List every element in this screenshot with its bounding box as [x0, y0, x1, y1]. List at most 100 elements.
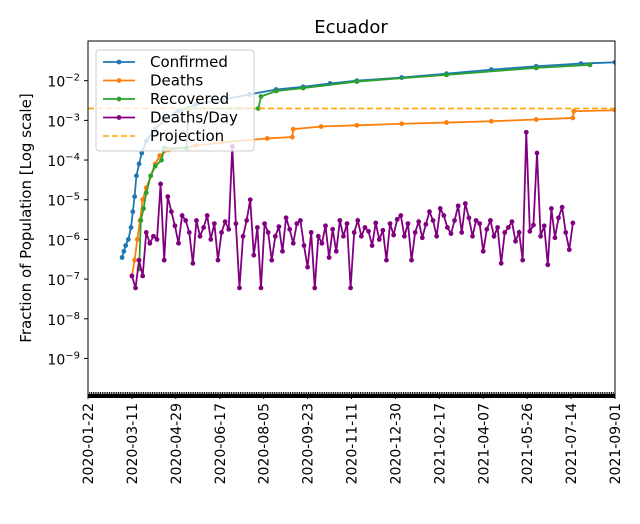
series-deaths-day-point	[211, 221, 217, 227]
y-tick-label: 10−5	[47, 192, 80, 210]
series-deaths-day-point	[154, 237, 160, 242]
series-deaths-day-point	[305, 264, 310, 270]
series-deaths-day-point	[545, 262, 551, 268]
series-deaths-day-point	[427, 209, 432, 215]
y-tick-label: 10−2	[47, 73, 80, 91]
series-recovered-point	[138, 218, 144, 223]
series-recovered-point	[587, 62, 593, 68]
series-deaths-day-point	[452, 218, 457, 223]
series-deaths-day-point	[276, 224, 282, 230]
series-deaths-day-point	[369, 243, 375, 248]
series-deaths-day-point	[373, 220, 379, 226]
series-deaths-day-point	[136, 257, 142, 263]
series-deaths-day-point	[129, 273, 135, 279]
series-confirmed-point	[121, 248, 127, 254]
legend-deaths-marker	[116, 78, 122, 83]
series-deaths-day-point	[215, 257, 221, 263]
series-recovered-point	[300, 85, 306, 91]
series-deaths-day-point	[222, 219, 228, 225]
series-deaths-day-point	[434, 233, 440, 239]
series-deaths-day-point	[298, 218, 303, 223]
series-deaths-day-point	[251, 252, 257, 258]
series-recovered-point	[273, 88, 279, 94]
series-deaths-day-point	[527, 228, 533, 234]
series-deaths-day-point	[419, 235, 425, 241]
series-confirmed-point	[119, 255, 125, 260]
legend-deaths-day-label: Deaths/Day	[150, 109, 238, 127]
series-deaths-point	[157, 153, 163, 158]
y-tick-label: 10−3	[47, 112, 80, 130]
series-deaths-day-point	[237, 285, 242, 291]
series-deaths-day-point	[341, 233, 346, 239]
series-deaths-day-point	[376, 237, 382, 242]
series-deaths-point	[533, 117, 539, 122]
series-deaths-day-point	[143, 230, 149, 235]
x-tick-label: 2020-08-05	[257, 403, 273, 484]
series-deaths-day-point	[186, 230, 192, 235]
series-deaths-point	[444, 120, 449, 125]
series-deaths-day-point	[362, 225, 368, 230]
series-deaths-day-point	[516, 230, 522, 235]
series-deaths-day-point	[534, 150, 540, 156]
y-tick-label: 10−4	[47, 152, 80, 170]
series-deaths-day-point	[147, 240, 153, 246]
series-deaths-day-point	[548, 206, 554, 211]
series-deaths-day-point	[477, 221, 483, 227]
legend-deaths-day-marker	[116, 115, 122, 120]
y-tick-label: 10−6	[47, 231, 80, 249]
series-deaths-day-point	[197, 233, 203, 239]
x-tick-label: 2021-09-01	[608, 403, 624, 484]
series-deaths-day-point	[423, 221, 429, 227]
legend-deaths-label: Deaths	[150, 72, 203, 90]
series-deaths-day-point	[333, 248, 339, 254]
series-deaths-day-point	[441, 213, 447, 218]
series-deaths-day-point	[172, 223, 178, 229]
y-tick-label: 10−8	[47, 311, 80, 329]
series-deaths-day-point	[466, 215, 472, 221]
axes: 2020-01-22 2020-03-11 2020-04-29 2020-06-17…	[47, 40, 624, 484]
series-deaths-day-point	[480, 248, 486, 254]
series-deaths-day-point	[247, 197, 253, 203]
series-deaths-day-point	[473, 218, 479, 223]
series-deaths-day-point	[176, 240, 181, 246]
legend-projection-label: Projection	[150, 127, 224, 145]
series-deaths-point	[290, 126, 296, 132]
series-recovered-point	[152, 163, 158, 169]
series-deaths-day-point	[179, 213, 185, 218]
series-deaths-day-point	[556, 215, 561, 221]
y-axis-label: Fraction of Population [Log scale]	[17, 93, 35, 342]
series-deaths-point	[264, 136, 270, 141]
series-deaths-day-point	[168, 209, 174, 215]
series-deaths-day-point	[409, 257, 414, 263]
series-deaths-day-point	[308, 230, 314, 235]
series-deaths-day-point	[570, 220, 576, 226]
series-deaths-day-point	[484, 226, 490, 232]
series-deaths-point	[132, 257, 138, 263]
series-deaths-point	[140, 197, 146, 203]
series-deaths-day-point	[330, 226, 336, 232]
series-deaths-day-point	[258, 285, 264, 291]
series-deaths-day-point	[280, 248, 285, 254]
series-recovered-point	[148, 173, 154, 179]
series-deaths-day-point	[401, 233, 407, 239]
series-deaths-day-point	[158, 181, 163, 187]
series-deaths-point	[354, 122, 360, 128]
x-tick-label: 2020-09-23	[301, 403, 317, 484]
series-deaths-point	[570, 115, 576, 121]
series-deaths-day-point	[348, 285, 354, 291]
series-deaths-day-point	[520, 257, 526, 263]
series-deaths-day-point	[323, 223, 328, 229]
series-deaths-day-point	[384, 257, 389, 263]
series-deaths-day-point	[254, 225, 260, 230]
x-tick-label: 2021-02-17	[432, 403, 448, 484]
series-deaths-day-point	[337, 218, 343, 223]
x-tick-label: 2020-04-29	[169, 403, 185, 484]
series-confirmed-point	[130, 209, 136, 215]
series-deaths-day-point	[444, 225, 450, 230]
y-tick-label: 10−9	[47, 350, 80, 368]
series-deaths-day-point	[287, 226, 293, 232]
series-deaths-day-point	[541, 223, 547, 229]
series-deaths-day-point	[430, 218, 436, 223]
series-deaths-day-point	[194, 218, 199, 223]
